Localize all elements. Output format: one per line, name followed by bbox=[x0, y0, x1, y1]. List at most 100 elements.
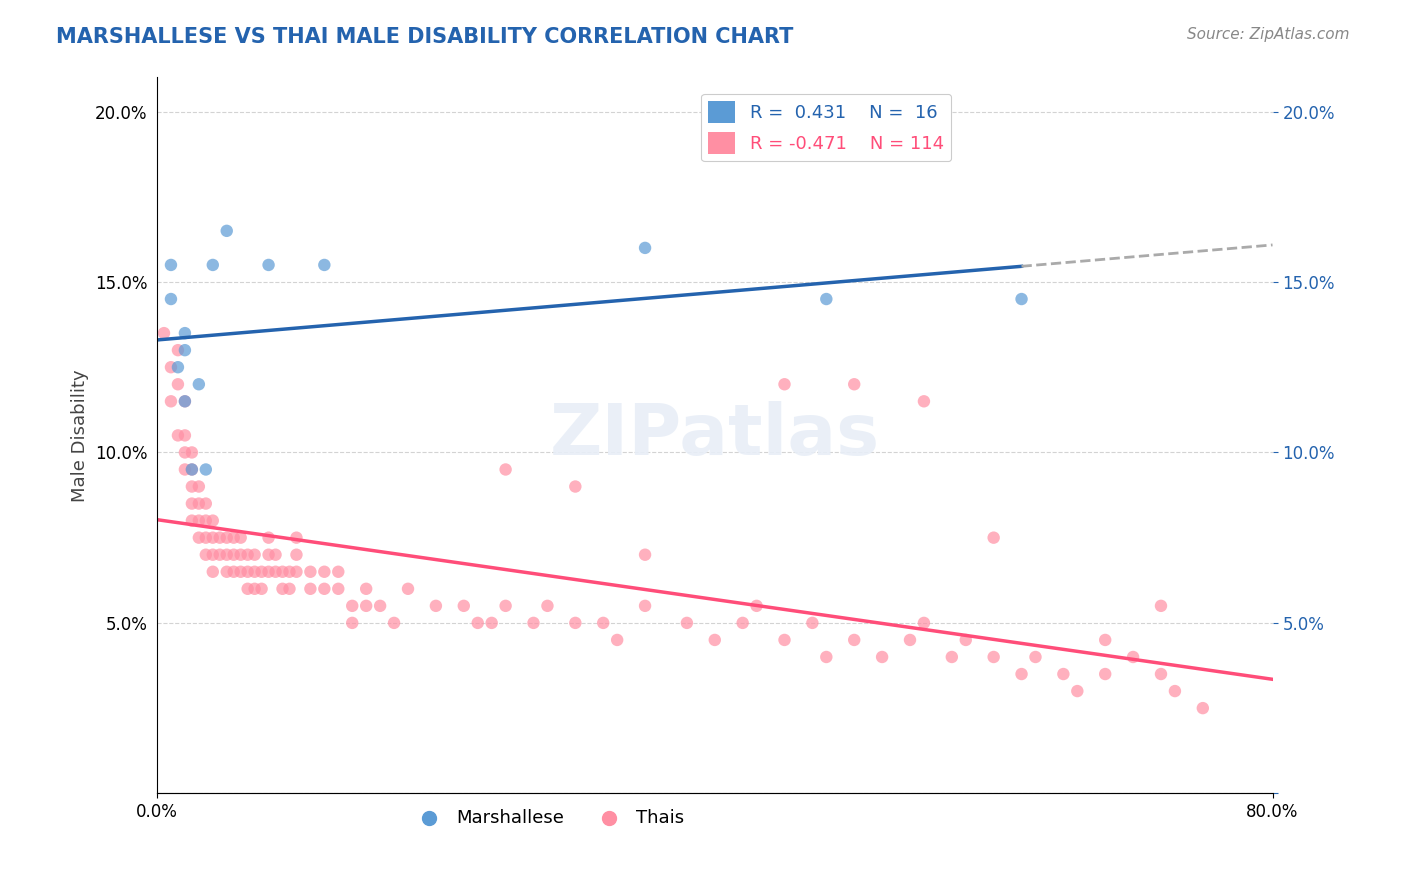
Point bbox=[174, 394, 197, 409]
Point bbox=[314, 258, 336, 272]
Point bbox=[222, 548, 245, 562]
Point bbox=[160, 360, 183, 375]
Point bbox=[229, 531, 252, 545]
Point bbox=[773, 632, 796, 647]
Point bbox=[870, 650, 893, 665]
Point bbox=[606, 632, 628, 647]
Point bbox=[187, 377, 209, 392]
Point bbox=[815, 650, 838, 665]
Point bbox=[243, 565, 266, 579]
Point bbox=[153, 326, 176, 340]
Point bbox=[187, 514, 209, 528]
Point bbox=[815, 292, 838, 306]
Point bbox=[180, 462, 202, 476]
Point bbox=[536, 599, 558, 613]
Point bbox=[495, 462, 517, 476]
Point bbox=[285, 531, 308, 545]
Point bbox=[215, 565, 238, 579]
Point bbox=[215, 548, 238, 562]
Point bbox=[983, 650, 1005, 665]
Point bbox=[314, 582, 336, 596]
Point bbox=[201, 565, 224, 579]
Point bbox=[1122, 650, 1144, 665]
Y-axis label: Male Disability: Male Disability bbox=[72, 369, 89, 501]
Point bbox=[167, 377, 190, 392]
Point bbox=[250, 565, 273, 579]
Point bbox=[382, 615, 405, 630]
Point bbox=[271, 565, 294, 579]
Point bbox=[174, 343, 197, 358]
Point bbox=[285, 565, 308, 579]
Point bbox=[731, 615, 754, 630]
Point bbox=[236, 548, 259, 562]
Point bbox=[194, 548, 217, 562]
Point bbox=[250, 582, 273, 596]
Point bbox=[194, 497, 217, 511]
Point bbox=[1066, 684, 1088, 698]
Point bbox=[941, 650, 963, 665]
Point bbox=[229, 565, 252, 579]
Point bbox=[236, 582, 259, 596]
Point bbox=[564, 615, 586, 630]
Point bbox=[167, 343, 190, 358]
Point bbox=[368, 599, 391, 613]
Point bbox=[174, 428, 197, 442]
Point bbox=[278, 582, 301, 596]
Point bbox=[983, 531, 1005, 545]
Point bbox=[208, 548, 231, 562]
Point bbox=[257, 565, 280, 579]
Point bbox=[354, 582, 377, 596]
Point bbox=[844, 632, 866, 647]
Point bbox=[174, 462, 197, 476]
Point bbox=[201, 548, 224, 562]
Point bbox=[264, 565, 287, 579]
Point bbox=[703, 632, 725, 647]
Point bbox=[1094, 632, 1116, 647]
Point bbox=[180, 514, 202, 528]
Point bbox=[481, 615, 503, 630]
Point bbox=[801, 615, 824, 630]
Legend: Marshallese, Thais: Marshallese, Thais bbox=[404, 802, 692, 834]
Point bbox=[314, 565, 336, 579]
Point bbox=[354, 599, 377, 613]
Point bbox=[495, 599, 517, 613]
Point bbox=[257, 258, 280, 272]
Point bbox=[425, 599, 447, 613]
Point bbox=[187, 531, 209, 545]
Point bbox=[564, 479, 586, 493]
Point bbox=[592, 615, 614, 630]
Point bbox=[522, 615, 544, 630]
Point bbox=[328, 582, 350, 596]
Point bbox=[222, 565, 245, 579]
Point bbox=[167, 428, 190, 442]
Point bbox=[1094, 667, 1116, 681]
Point bbox=[160, 292, 183, 306]
Point bbox=[1011, 667, 1033, 681]
Text: Source: ZipAtlas.com: Source: ZipAtlas.com bbox=[1187, 27, 1350, 42]
Point bbox=[271, 582, 294, 596]
Point bbox=[396, 582, 419, 596]
Point bbox=[912, 615, 935, 630]
Point bbox=[180, 445, 202, 459]
Point bbox=[257, 548, 280, 562]
Point bbox=[342, 599, 364, 613]
Point bbox=[243, 582, 266, 596]
Point bbox=[243, 548, 266, 562]
Point bbox=[844, 377, 866, 392]
Point bbox=[257, 531, 280, 545]
Point bbox=[201, 531, 224, 545]
Point bbox=[215, 531, 238, 545]
Point bbox=[180, 462, 202, 476]
Point bbox=[342, 615, 364, 630]
Point bbox=[187, 497, 209, 511]
Point bbox=[745, 599, 768, 613]
Point bbox=[160, 394, 183, 409]
Point bbox=[1011, 292, 1033, 306]
Point bbox=[285, 548, 308, 562]
Point bbox=[634, 241, 657, 255]
Point bbox=[278, 565, 301, 579]
Point bbox=[912, 394, 935, 409]
Text: MARSHALLESE VS THAI MALE DISABILITY CORRELATION CHART: MARSHALLESE VS THAI MALE DISABILITY CORR… bbox=[56, 27, 793, 46]
Point bbox=[222, 531, 245, 545]
Point bbox=[1150, 599, 1173, 613]
